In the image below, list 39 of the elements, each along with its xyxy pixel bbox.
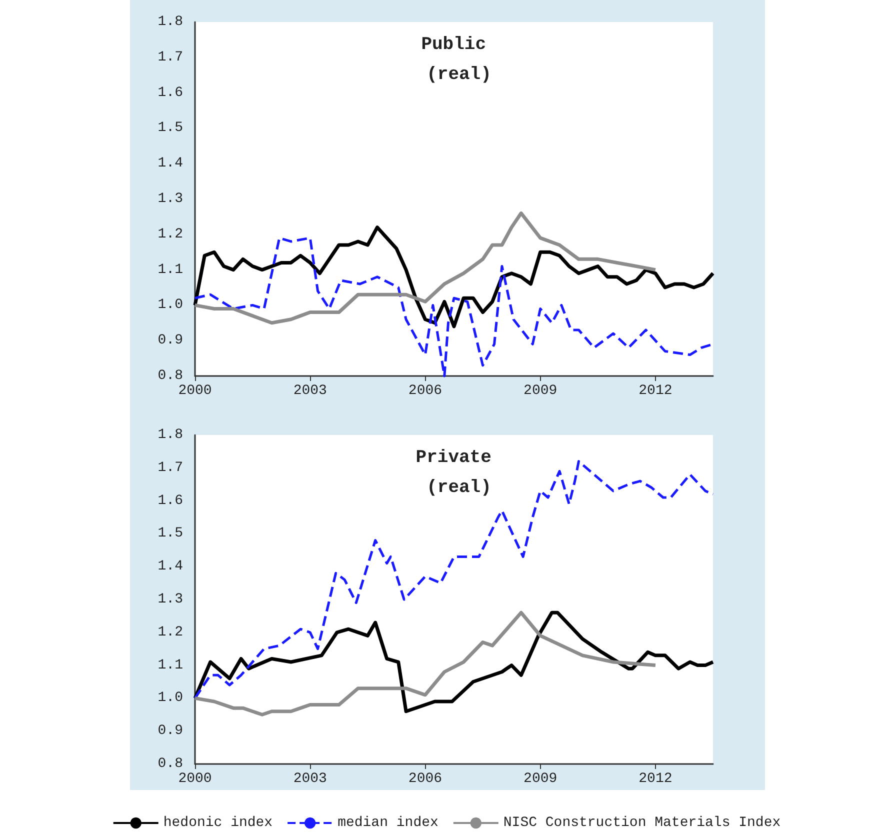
y-tick-label: 0.8: [158, 368, 183, 384]
text: Private (real): [416, 448, 502, 498]
x-tick-label: 2006: [408, 771, 442, 787]
y-tick-label: 1.8: [158, 14, 183, 30]
y-tick-label: 1.1: [158, 657, 183, 674]
y-tick-label: 0.8: [158, 756, 183, 772]
y-tick-label: 1.0: [158, 690, 183, 706]
x-tick-label: 2012: [638, 383, 672, 399]
legend-label: NISC Construction Materials Index: [503, 815, 781, 831]
y-tick-label: 1.5: [158, 120, 183, 136]
x-tick-label: 2003: [293, 771, 327, 787]
y-tick-label: 0.9: [158, 723, 183, 740]
y-tick-label: 1.3: [158, 592, 183, 608]
y-tick-label: 1.2: [158, 226, 183, 242]
x-tick-label: 2000: [178, 771, 212, 787]
y-tick-label: 1.5: [158, 526, 183, 542]
y-tick-label: 1.3: [158, 191, 183, 207]
legend-label: hedonic index: [163, 815, 273, 831]
y-tick-label: 1.4: [158, 558, 183, 575]
y-tick-label: 1.4: [158, 156, 183, 172]
y-tick-label: 0.9: [158, 332, 183, 349]
x-tick-label: 2009: [524, 771, 558, 787]
line-series: [193, 211, 658, 325]
y-tick-label: 1.0: [158, 297, 183, 314]
y-tick-label: 1.7: [158, 49, 183, 66]
x-tick-label: 2000: [178, 383, 212, 399]
y-tick-label: 1.7: [158, 460, 183, 476]
y-tick-label: 1.8: [158, 427, 183, 443]
x-tick-label: 2006: [408, 383, 442, 399]
legend-label: median index: [338, 815, 438, 831]
line-series: [193, 226, 715, 328]
y-tick-label: 1.6: [158, 84, 183, 101]
x-tick-label: 2003: [293, 383, 327, 399]
y-tick-label: 1.1: [158, 262, 183, 278]
x-tick-label: 2012: [638, 771, 672, 787]
y-tick-label: 1.6: [158, 492, 183, 509]
x-tick-label: 2009: [524, 383, 558, 399]
text: Public (real): [421, 35, 497, 85]
y-tick-label: 1.2: [158, 624, 183, 640]
